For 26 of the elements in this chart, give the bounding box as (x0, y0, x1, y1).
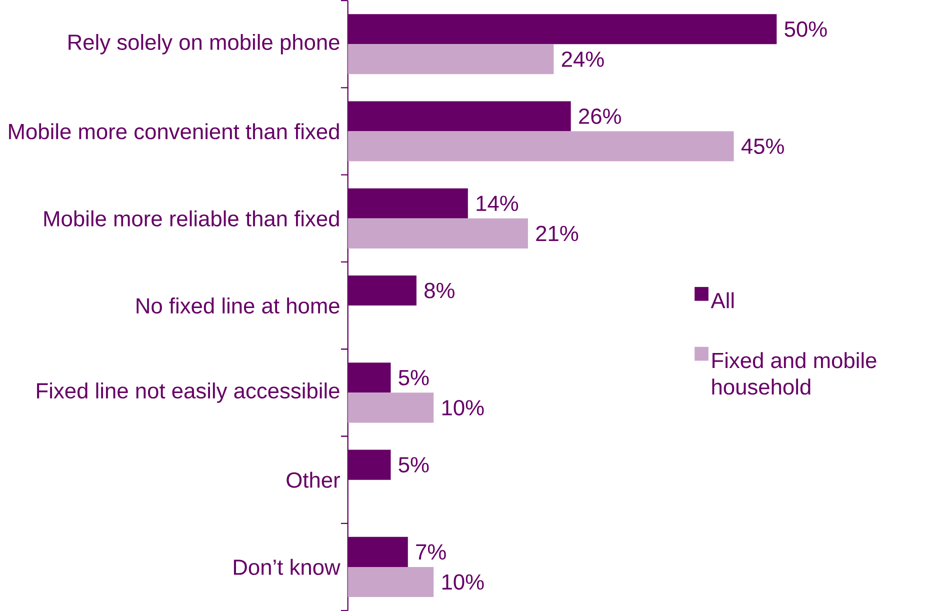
y-tick-label: Mobile more convenient than fixed (9, 123, 339, 140)
data-label: 24% (562, 51, 604, 67)
y-tick-label: Rely solely on mobile phone (68, 34, 340, 54)
bar (348, 566, 434, 597)
bar (348, 44, 554, 74)
data-label: 5% (398, 370, 429, 386)
legend-label: Fixed and mobile household (712, 352, 876, 395)
y-tick-label: Don’t know (234, 558, 340, 575)
legend-label: All (710, 292, 734, 308)
y-tick-label: No fixed line at home (136, 297, 340, 314)
data-label: 5% (398, 457, 429, 472)
data-label: 50% (784, 21, 827, 37)
data-label: 8% (424, 282, 454, 298)
y-tick-label: Other (286, 472, 340, 488)
y-tick-label: Fixed line not easily accessibile (37, 382, 340, 403)
data-label: 45% (741, 138, 784, 154)
data-label: 14% (476, 196, 518, 211)
bar (348, 218, 528, 248)
data-label: 26% (579, 108, 621, 124)
bar (348, 392, 434, 423)
y-tick-label: Mobile more reliable than fixed (44, 210, 339, 226)
data-label: 10% (442, 574, 484, 590)
bar (348, 131, 734, 162)
data-label: 21% (536, 226, 578, 242)
data-label: 7% (416, 544, 446, 560)
data-label: 10% (442, 400, 484, 416)
